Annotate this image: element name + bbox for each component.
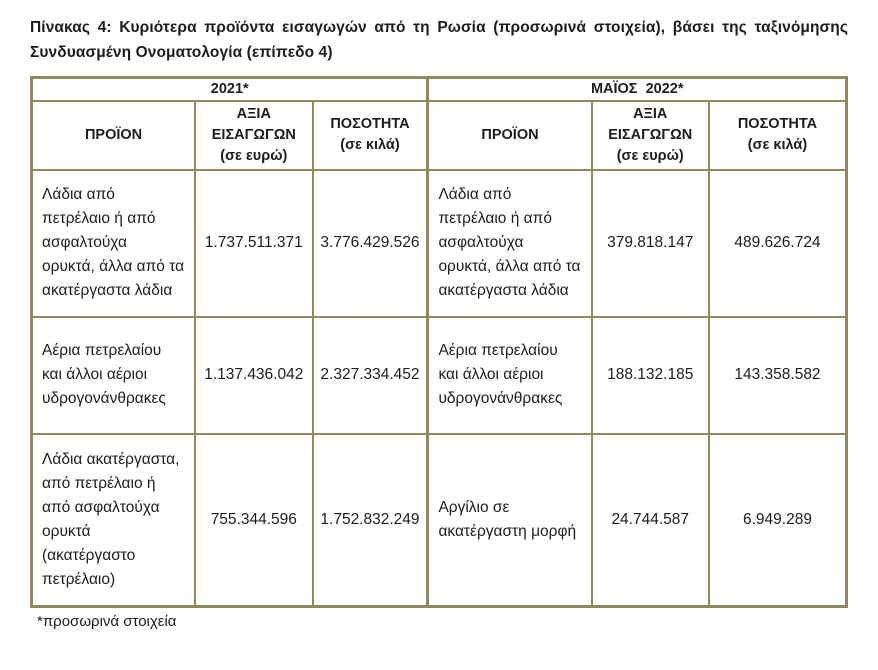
caption-line-2: Συνδυασμένη Ονοματολογία (επίπεδο 4) xyxy=(30,44,333,61)
table-row: Αέρια πετρελαίου και άλλοι αέριοι υδρογο… xyxy=(30,315,848,435)
table-caption: Πίνακας 4: Κυριότερα προϊόντα εισαγωγών … xyxy=(30,15,848,65)
cell-quantity-2021-row3: 1.752.832.249 xyxy=(311,432,429,608)
cell-product-2021-row1: Λάδια από πετρέλαιο ή από ασφαλτούχα ορυ… xyxy=(30,168,197,318)
column-header-quantity-2022: ΠΟΣΟΤΗΤΑ (σε κιλά) xyxy=(707,99,848,171)
footnote: *προσωρινά στοιχεία xyxy=(37,613,177,630)
cell-value-2021-row2: 1.137.436.042 xyxy=(194,315,314,435)
table-row: Λάδια από πετρέλαιο ή από ασφαλτούχα ορυ… xyxy=(30,168,848,318)
cell-value-2022-row1: 379.818.147 xyxy=(590,168,710,318)
group-header-2021: 2021* xyxy=(30,76,429,102)
cell-product-2022-row3: Αργίλιο σε ακατέργαστη μορφή xyxy=(426,432,593,608)
cell-product-2021-row3: Λάδια ακατέργαστα, από πετρέλαιο ή από α… xyxy=(30,432,197,608)
cell-value-2022-row3: 24.744.587 xyxy=(590,432,710,608)
imports-table: 2021* ΜΑΪΟΣ 2022* ΠΡΟΪΟΝ ΑΞΙΑ ΕΙΣΑΓΩΓΩΝ … xyxy=(30,76,848,608)
cell-value-2021-row1: 1.737.511.371 xyxy=(194,168,314,318)
cell-product-2022-row2: Αέρια πετρελαίου και άλλοι αέριοι υδρογο… xyxy=(426,315,593,435)
cell-value-2021-row3: 755.344.596 xyxy=(194,432,314,608)
table-row: Λάδια ακατέργαστα, από πετρέλαιο ή από α… xyxy=(30,432,848,608)
cell-quantity-2022-row3: 6.949.289 xyxy=(707,432,848,608)
document-page: Πίνακας 4: Κυριότερα προϊόντα εισαγωγών … xyxy=(30,15,848,630)
group-header-may-2022: ΜΑΪΟΣ 2022* xyxy=(426,76,848,102)
cell-quantity-2021-row2: 2.327.334.452 xyxy=(311,315,429,435)
column-header-value-2021: ΑΞΙΑ ΕΙΣΑΓΩΓΩΝ (σε ευρώ) xyxy=(194,99,314,171)
group-header-row: 2021* ΜΑΪΟΣ 2022* xyxy=(30,76,848,102)
cell-product-2022-row1: Λάδια από πετρέλαιο ή από ασφαλτούχα ορυ… xyxy=(426,168,593,318)
column-header-row: ΠΡΟΪΟΝ ΑΞΙΑ ΕΙΣΑΓΩΓΩΝ (σε ευρώ) ΠΟΣΟΤΗΤΑ… xyxy=(30,99,848,171)
column-header-product-2022: ΠΡΟΪΟΝ xyxy=(426,99,593,171)
column-header-value-2022: ΑΞΙΑ ΕΙΣΑΓΩΓΩΝ (σε ευρώ) xyxy=(590,99,710,171)
cell-quantity-2021-row1: 3.776.429.526 xyxy=(311,168,429,318)
column-header-quantity-2021: ΠΟΣΟΤΗΤΑ (σε κιλά) xyxy=(311,99,429,171)
cell-value-2022-row2: 188.132.185 xyxy=(590,315,710,435)
cell-product-2021-row2: Αέρια πετρελαίου και άλλοι αέριοι υδρογο… xyxy=(30,315,197,435)
caption-line-1: Πίνακας 4: Κυριότερα προϊόντα εισαγωγών … xyxy=(30,19,848,36)
column-header-product-2021: ΠΡΟΪΟΝ xyxy=(30,99,197,171)
cell-quantity-2022-row1: 489.626.724 xyxy=(707,168,848,318)
cell-quantity-2022-row2: 143.358.582 xyxy=(707,315,848,435)
